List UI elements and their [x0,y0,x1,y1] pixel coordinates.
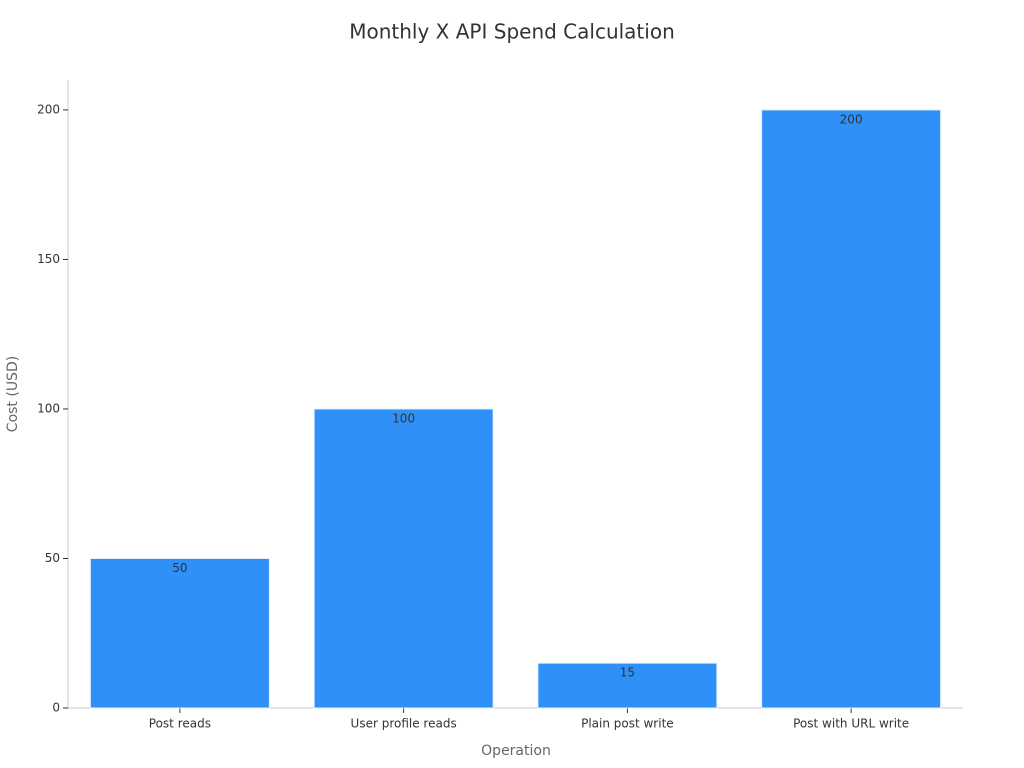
bar [537,662,718,709]
data-label: 50 [172,561,187,575]
y-tick-label: 50 [45,551,60,565]
y-tick-label: 150 [37,252,60,266]
x-tick-label: User profile reads [351,717,457,731]
y-tick-label: 100 [37,401,60,415]
x-tick-label: Post with URL write [793,717,909,731]
bar [761,109,942,709]
x-tick-label: Post reads [149,717,211,731]
bar [313,408,494,709]
data-label: 200 [840,112,863,126]
bar [89,557,270,709]
data-label: 100 [392,411,415,425]
y-tick-label: 0 [52,701,60,715]
y-axis-title: Cost (USD) [5,356,21,432]
chart-title: Monthly X API Spend Calculation [349,20,675,44]
x-tick-label: Plain post write [581,717,674,731]
data-label: 15 [620,666,635,680]
y-tick-label: 200 [37,102,60,116]
x-axis-title: Operation [481,743,551,759]
